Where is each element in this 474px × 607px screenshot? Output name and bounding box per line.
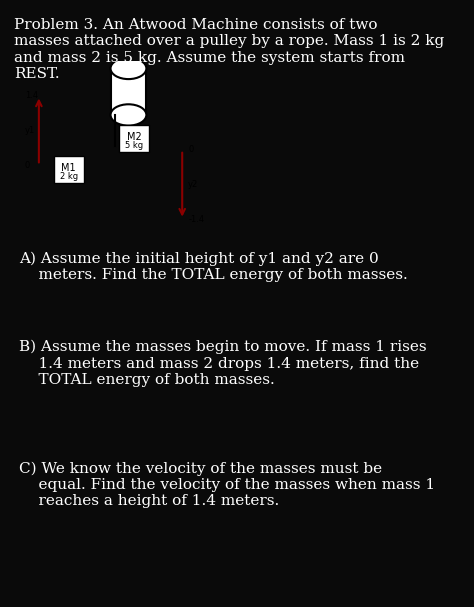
Text: M2: M2 [127, 132, 142, 142]
FancyBboxPatch shape [119, 124, 149, 152]
Text: 1.4: 1.4 [25, 91, 38, 100]
Text: A) Assume the initial height of y1 and y2 are 0
    meters. Find the TOTAL energ: A) Assume the initial height of y1 and y… [19, 252, 408, 282]
Text: 0: 0 [188, 145, 193, 154]
Ellipse shape [110, 104, 146, 126]
Text: B) Assume the masses begin to move. If mass 1 rises
    1.4 meters and mass 2 dr: B) Assume the masses begin to move. If m… [19, 340, 427, 387]
Text: 2 kg: 2 kg [60, 172, 78, 181]
Text: 0: 0 [25, 161, 30, 170]
Text: -1.4: -1.4 [188, 215, 204, 224]
Text: y2: y2 [188, 180, 199, 189]
Ellipse shape [110, 58, 146, 79]
Bar [110, 69, 146, 115]
FancyBboxPatch shape [54, 155, 83, 183]
Text: M1: M1 [62, 163, 76, 173]
Text: y1: y1 [25, 126, 35, 135]
Text: C) We know the velocity of the masses must be
    equal. Find the velocity of th: C) We know the velocity of the masses mu… [19, 461, 435, 508]
Text: Problem 3. An Atwood Machine consists of two
masses attached over a pulley by a : Problem 3. An Atwood Machine consists of… [14, 18, 445, 81]
Text: 5 kg: 5 kg [125, 141, 144, 151]
